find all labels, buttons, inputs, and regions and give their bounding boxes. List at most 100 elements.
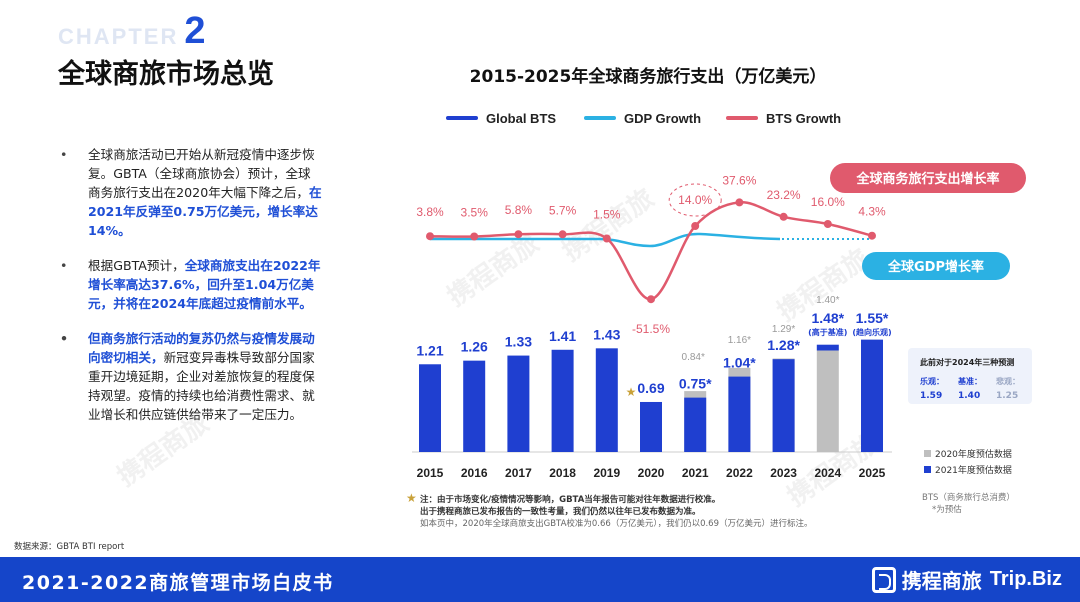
legend-label: Global BTS xyxy=(486,111,556,126)
callout-gdp-bubble xyxy=(862,252,1010,280)
bar-value-label: 1.41 xyxy=(549,328,576,344)
bts-growth-label: 5.8% xyxy=(505,203,533,217)
bts-growth-label: 3.5% xyxy=(461,206,489,220)
logo-icon xyxy=(871,566,896,593)
chart-svg: 2015-2025年全球商务旅行支出（万亿美元） Global BTS GDP Gr… xyxy=(406,66,1032,529)
footnote: 如本页中，2020年全球商旅支出GBTA校准为0.66（万亿美元），我们仍以0.… xyxy=(420,518,813,529)
data-source: 数据来源：GBTA BTI report xyxy=(14,542,125,552)
bar-value-label: 1.43 xyxy=(593,326,620,342)
bar-value-label: 1.28* xyxy=(767,337,800,353)
star-icon: ★ xyxy=(626,385,637,399)
bar-2021-estimate xyxy=(861,339,883,452)
logo-text-cn: 携程商旅 xyxy=(901,569,982,593)
bar-value-label: 1.33 xyxy=(505,334,532,350)
gdp-growth-line xyxy=(430,232,781,248)
bar-value-label: 1.26 xyxy=(461,339,488,355)
scenario-value: 1.59 xyxy=(920,391,942,401)
x-tick-label: 2017 xyxy=(505,466,532,480)
logo-text-en: Trip.Biz xyxy=(989,568,1062,590)
bullet-list: 全球商旅活动已开始从新冠疫情中逐步恢复。GBTA（全球商旅协会）预计，全球商务旅… xyxy=(60,145,322,440)
legend2-label: 2020年度预估数据 xyxy=(935,448,1012,460)
bar-gray-label: 1.16* xyxy=(728,335,751,346)
bar-value-label: 1.48* xyxy=(811,310,844,326)
bar-2021-estimate xyxy=(463,360,486,452)
scenario-value: 1.25 xyxy=(996,391,1018,401)
legend-label: GDP Growth xyxy=(624,111,701,126)
bts-growth-label: 14.0% xyxy=(678,193,712,207)
bts-growth-point xyxy=(647,295,655,304)
scenario-value: 1.40 xyxy=(958,391,980,401)
star-icon: ★ xyxy=(406,491,417,505)
bts-growth-point xyxy=(470,232,479,241)
highlight-circle xyxy=(668,183,722,217)
bar-2021-estimate xyxy=(640,401,662,452)
bar-gray-label: 1.40* xyxy=(816,295,839,306)
scenario-label: 基准： xyxy=(957,376,982,386)
x-tick-label: 2025 xyxy=(859,466,886,480)
bts-growth-point xyxy=(735,198,744,207)
chart-title: 2015-2025年全球商务旅行支出（万亿美元） xyxy=(470,66,827,87)
x-tick-label: 2019 xyxy=(593,466,620,480)
bar-gray-label: 0.84* xyxy=(682,352,705,363)
bullet-3-text: 新冠变异毒株导致部分国家重开边境延期，企业对差旅恢复的程度保持观望。疫情的持续也… xyxy=(88,350,315,422)
bts-growth-point xyxy=(779,212,788,221)
x-tick-label: 2023 xyxy=(770,466,797,480)
x-tick-label: 2016 xyxy=(461,466,488,480)
scenario-label: 悲观： xyxy=(996,376,1020,386)
bullet-2-highlight: 全球商旅支出在2022年增长率高达37.6%，回升至1.04万亿美元，并将在20… xyxy=(88,258,321,311)
bar-value-label: 1.21 xyxy=(416,342,443,358)
bts-growth-label: 4.3% xyxy=(858,205,886,219)
bts-growth-point xyxy=(602,234,611,243)
callout-gdp-text: 全球GDP增长率 xyxy=(887,259,984,275)
bts-growth-point xyxy=(823,220,832,228)
footer-title: 2021-2022商旅管理市场白皮书 xyxy=(22,572,334,594)
bar-value-label: 0.75* xyxy=(679,376,712,392)
bts-growth-point xyxy=(426,232,434,241)
callout-bts-text: 全球商务旅行支出增长率 xyxy=(855,171,999,187)
bullet-1-highlight: 在2021年反弹至0.75万亿美元，增长率达14%。 xyxy=(88,185,322,238)
bar-value-label: 1.55* xyxy=(856,310,889,326)
bar-sublabel: (趋向乐观) xyxy=(852,327,891,337)
bar-sublabel: (高于基准) xyxy=(808,327,847,337)
bullet-item-2: 根据GBTA预计，全球商旅支出在2022年增长率高达37.6%，回升至1.04万… xyxy=(60,256,322,313)
footer-bar: 2021-2022商旅管理市场白皮书 携程商旅 Trip.Biz xyxy=(0,557,1080,602)
page-title: 全球商旅市场总览 xyxy=(58,59,274,90)
x-tick-label: 2015 xyxy=(417,466,444,480)
bts-growth-point xyxy=(691,222,700,230)
x-tick-label: 2020 xyxy=(638,466,665,480)
scenario-box-title: 此前对于2024年三种预测 xyxy=(920,357,1014,367)
bullet-1-text: 全球商旅活动已开始从新冠疫情中逐步恢复。GBTA（全球商旅协会）预计，全球商务旅… xyxy=(88,147,315,200)
note-bts: BTS（商务旅行总消费） xyxy=(922,492,1015,503)
note-star: *为预估 xyxy=(932,504,962,515)
footnote: 注：由于市场变化/疫情情况等影响，GBTA当年报告可能对往年数据进行校准。 xyxy=(420,494,720,505)
brand-logo: 携程商旅 Trip.Biz xyxy=(871,565,1062,594)
bts-growth-point xyxy=(514,230,523,239)
bullet-item-3: 但商务旅行活动的复苏仍然与疫情发展动向密切相关，新冠变异毒株导致部分国家重开边境… xyxy=(60,329,322,424)
bar-2021-estimate xyxy=(728,376,751,452)
bts-growth-label: 37.6% xyxy=(722,173,756,187)
x-tick-label: 2018 xyxy=(549,466,576,480)
bullet-3-highlight: 但商务旅行活动的复苏仍然与疫情发展动向密切相关， xyxy=(88,331,315,365)
bts-growth-label: 16.0% xyxy=(811,195,845,209)
bullet-2-text: 根据GBTA预计， xyxy=(88,258,185,273)
bts-growth-line xyxy=(429,201,873,301)
bar-2021-estimate xyxy=(684,397,707,452)
legend2-swatch xyxy=(924,466,931,473)
legend2-label: 2021年度预估数据 xyxy=(935,464,1012,476)
bts-growth-label: 5.7% xyxy=(549,203,577,217)
bullet-item-1: 全球商旅活动已开始从新冠疫情中逐步恢复。GBTA（全球商旅协会）预计，全球商务旅… xyxy=(60,145,322,240)
bar-2021-estimate xyxy=(816,344,839,351)
bts-growth-label: 1.5% xyxy=(593,208,621,222)
chapter-number: 2 xyxy=(184,10,206,52)
legend2-swatch xyxy=(924,450,931,457)
chapter-heading: CHAPTER 2 xyxy=(58,12,205,50)
callout-bts-bubble xyxy=(830,163,1026,193)
bar-2021-estimate xyxy=(595,348,618,452)
scenario-box xyxy=(908,348,1032,404)
x-tick-label: 2021 xyxy=(682,466,709,480)
bar-gray-label: 1.29* xyxy=(772,324,795,335)
x-tick-label: 2022 xyxy=(726,466,753,480)
bar-2021-estimate xyxy=(772,359,795,452)
chapter-word: CHAPTER xyxy=(58,24,179,49)
bar-2020-estimate xyxy=(816,350,839,452)
